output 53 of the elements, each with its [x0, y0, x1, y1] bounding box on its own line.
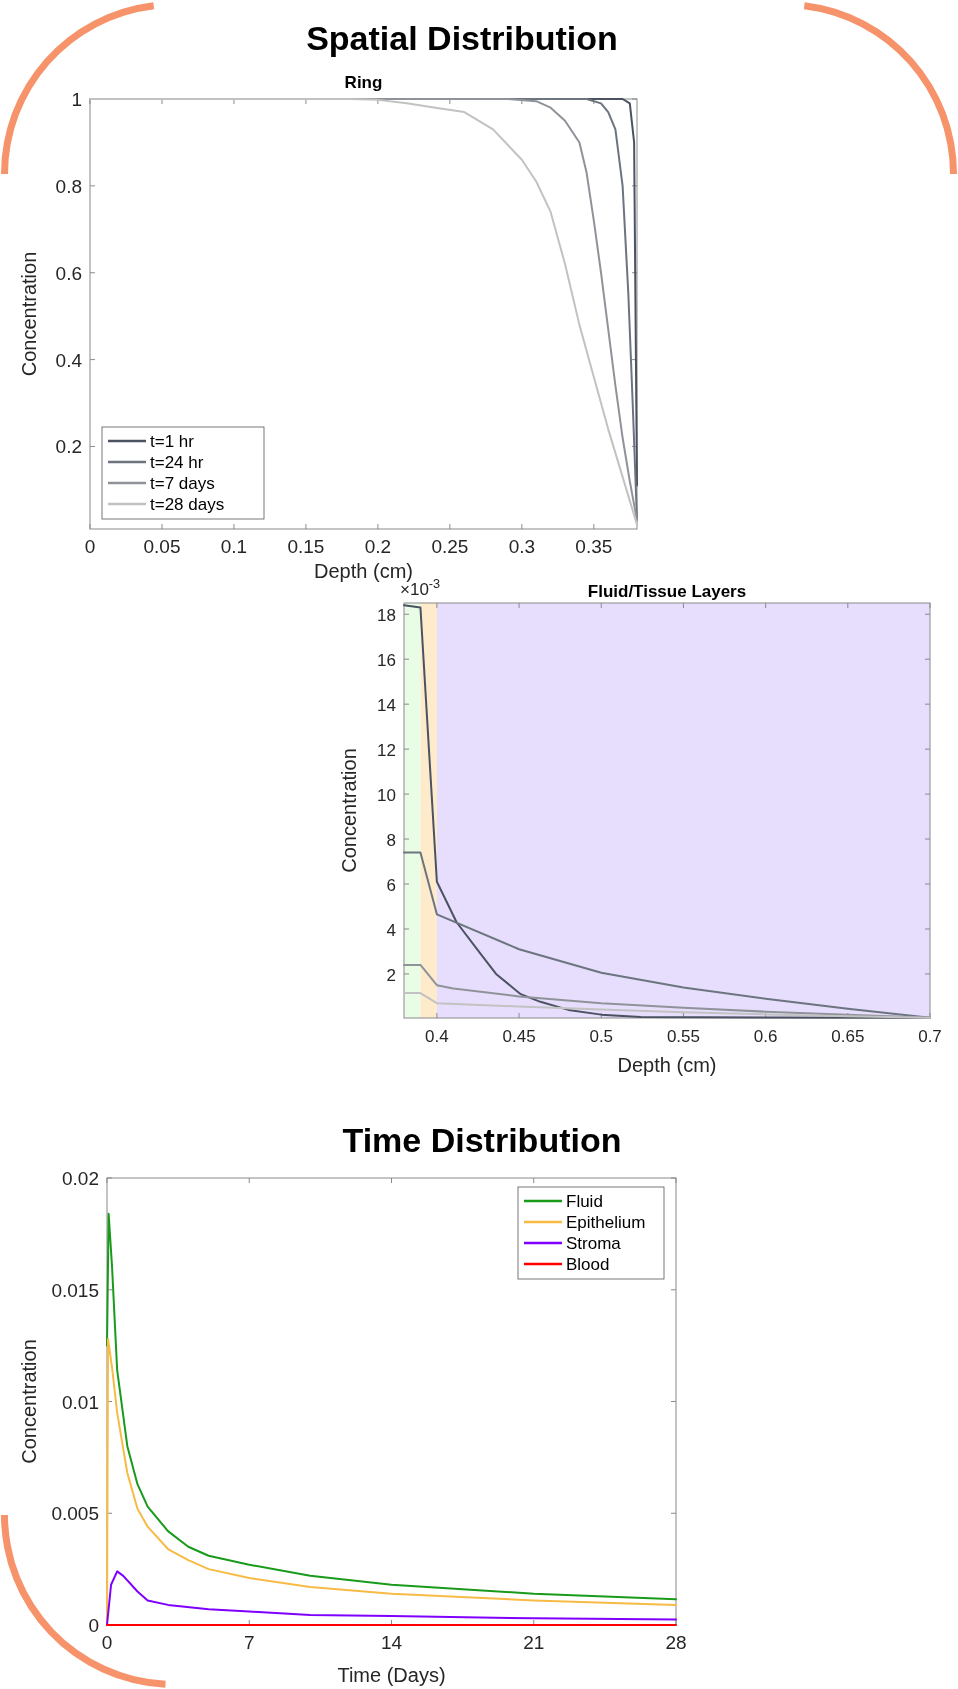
y-axis-title: Concentration: [18, 251, 40, 377]
y-tick-label: 14: [377, 696, 396, 716]
y-tick-label: 0.02: [62, 1168, 99, 1189]
legend-label: Stroma: [566, 1234, 622, 1253]
y-tick-label: 10: [377, 786, 396, 806]
x-axis-title: Time (Days): [337, 1664, 446, 1686]
x-tick-label: 0.35: [575, 536, 613, 557]
y-axis-title: Concentration: [338, 748, 360, 873]
x-tick-label: 0.15: [287, 536, 325, 557]
x-tick-label: 0.45: [502, 1027, 536, 1046]
x-axis-title: Depth (cm): [617, 1054, 717, 1076]
chart-title: Spatial Distribution: [306, 19, 618, 57]
x-tick-label: 0.25: [431, 536, 469, 557]
y-tick-label: 0.6: [55, 262, 82, 284]
legend-label: t=7 days: [150, 474, 215, 493]
x-tick-label: 0.1: [220, 536, 248, 557]
y-axis-title: Concentration: [18, 1339, 40, 1464]
y-tick-label: 0.01: [62, 1391, 99, 1413]
y-tick-label: 12: [377, 741, 396, 761]
legend-label: Epithelium: [566, 1213, 646, 1232]
legend-label: t=28 days: [150, 495, 225, 514]
legend-label: Fluid: [566, 1192, 603, 1211]
x-tick-label: 0.65: [831, 1027, 865, 1046]
x-tick-label: 0.55: [666, 1027, 700, 1046]
y-tick-label: 0.2: [55, 436, 82, 458]
y-tick-label: 2: [386, 965, 396, 985]
y-tick-label: 18: [377, 606, 396, 626]
chart-title: Time Distribution: [342, 1121, 622, 1159]
x-tick-label: 0.4: [425, 1027, 449, 1046]
y-tick-label: 8: [386, 831, 396, 851]
x-tick-label: 0.05: [143, 536, 181, 557]
y-tick-label: 4: [386, 920, 396, 940]
chart-subtitle: Ring: [344, 73, 383, 92]
y-tick-label: 6: [386, 876, 396, 896]
legend-label: t=1 hr: [150, 432, 195, 451]
x-tick-label: 0.6: [753, 1027, 778, 1046]
legend-label: t=24 hr: [150, 453, 204, 472]
y-tick-label: 0.015: [51, 1279, 99, 1301]
x-tick-label: 28: [665, 1632, 687, 1653]
x-tick-label: 0.5: [589, 1027, 614, 1046]
y-tick-label: 0.8: [55, 175, 82, 197]
y-tick-label: 0.4: [55, 349, 83, 371]
legend-label: Blood: [566, 1255, 610, 1274]
x-tick-label: 0.3: [508, 536, 536, 557]
chart-title: Fluid/Tissue Layers: [587, 582, 747, 601]
y-tick-label: 0: [88, 1615, 99, 1636]
y-tick-label: 16: [377, 651, 396, 671]
x-tick-label: 21: [523, 1632, 545, 1653]
x-tick-label: 7: [243, 1632, 255, 1653]
x-tick-label: 0.7: [918, 1027, 942, 1046]
y-tick-label: 1: [71, 89, 82, 110]
y-tick-label: 0.005: [51, 1503, 99, 1525]
x-tick-label: 0: [101, 1632, 113, 1653]
